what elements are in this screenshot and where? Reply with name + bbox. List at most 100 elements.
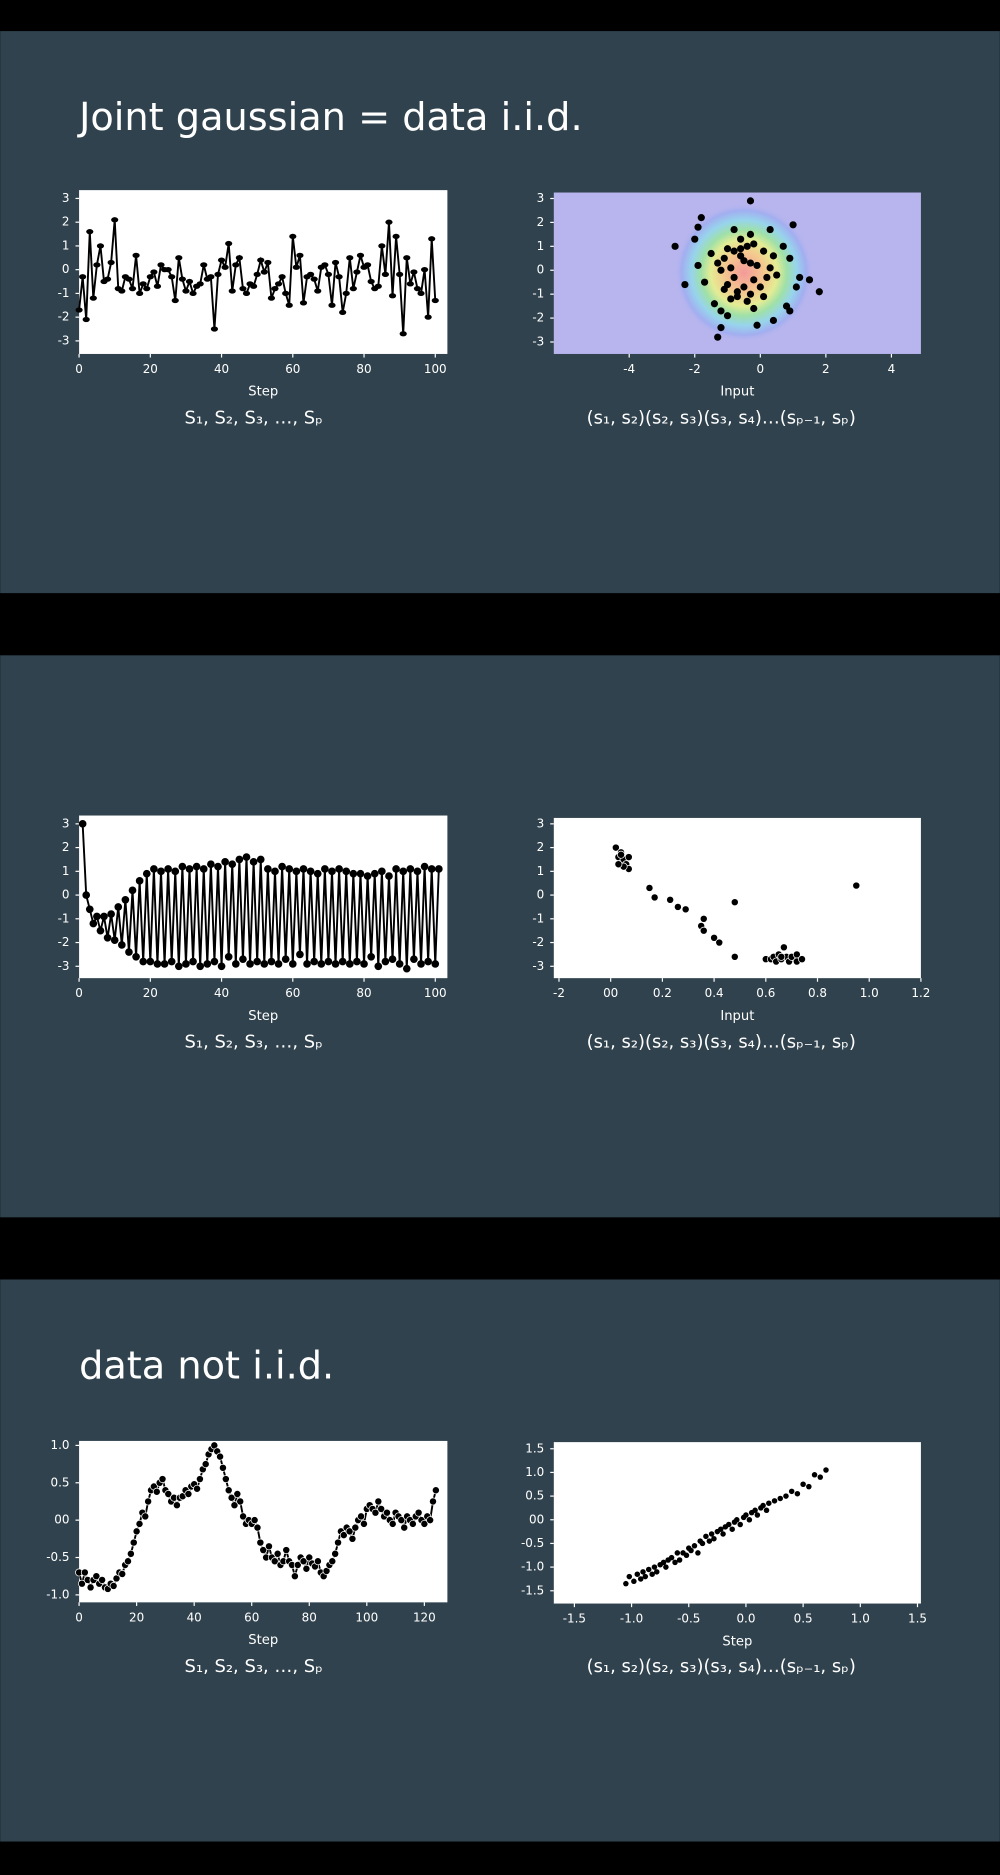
marker — [688, 1547, 694, 1554]
y-tick-label: 0.5 — [51, 1475, 70, 1489]
marker — [324, 957, 333, 966]
x-tick-label: 1.5 — [908, 1612, 927, 1626]
marker — [172, 1501, 181, 1510]
marker — [378, 243, 386, 249]
y-tick-label: 1.0 — [525, 1465, 544, 1479]
marker — [239, 955, 247, 963]
marker — [256, 1538, 265, 1547]
marker — [203, 960, 212, 968]
marker — [228, 288, 236, 294]
marker — [289, 233, 297, 240]
marker — [306, 867, 315, 876]
marker — [420, 862, 429, 871]
marker — [759, 247, 768, 255]
marker — [753, 261, 761, 270]
marker — [317, 960, 326, 968]
marker — [403, 255, 411, 261]
y-tick-label: -1.0 — [46, 1587, 69, 1601]
marker — [210, 326, 219, 332]
marker — [150, 269, 158, 275]
marker — [335, 865, 343, 873]
x-tick-label: 80 — [302, 1610, 317, 1624]
marker — [249, 857, 258, 866]
marker — [178, 862, 187, 871]
marker — [699, 914, 708, 923]
x-tick-label: 0.2 — [653, 986, 672, 1000]
marker — [668, 1554, 675, 1561]
marker — [230, 1501, 239, 1510]
marker — [78, 1579, 86, 1588]
marker — [158, 1475, 167, 1483]
marker — [152, 1487, 161, 1496]
marker — [345, 960, 354, 968]
marker — [103, 276, 112, 282]
marker — [345, 1527, 354, 1536]
marker — [290, 1572, 299, 1581]
marker — [737, 235, 745, 243]
marker — [259, 1546, 268, 1554]
marker — [408, 1519, 417, 1528]
marker — [273, 1549, 282, 1558]
marker — [132, 1527, 141, 1536]
marker — [720, 254, 728, 262]
marker — [225, 240, 233, 247]
marker — [406, 281, 414, 287]
marker — [217, 257, 226, 263]
marker — [792, 283, 800, 291]
marker — [107, 910, 115, 918]
marker — [129, 1538, 138, 1547]
marker — [427, 865, 436, 873]
marker — [729, 1526, 735, 1532]
marker — [428, 236, 436, 242]
marker — [231, 960, 240, 968]
marker — [114, 903, 123, 911]
y-tick-label: 3 — [537, 816, 545, 830]
marker — [100, 912, 108, 921]
marker — [645, 884, 654, 892]
marker — [331, 259, 340, 266]
marker — [711, 1535, 717, 1542]
marker — [718, 1526, 724, 1532]
y-tick-label: 0 — [62, 888, 70, 902]
marker — [717, 266, 725, 274]
marker — [207, 860, 215, 869]
marker — [242, 290, 251, 297]
marker — [699, 1540, 706, 1547]
marker — [651, 1564, 658, 1570]
marker — [383, 1508, 391, 1517]
x-tick-label: 0 — [75, 362, 83, 376]
marker — [250, 283, 258, 289]
marker — [777, 1495, 784, 1502]
x-tick-label: 0.4 — [705, 986, 724, 1000]
marker — [714, 333, 722, 341]
marker — [637, 1576, 644, 1582]
marker — [307, 271, 315, 278]
x-tick-label: 40 — [214, 986, 229, 1000]
marker — [285, 302, 293, 308]
marker — [723, 312, 732, 320]
marker — [136, 290, 144, 297]
marker — [342, 290, 350, 297]
marker — [270, 1557, 279, 1566]
marker — [734, 1517, 740, 1523]
marker — [852, 881, 861, 890]
marker — [431, 1486, 440, 1495]
marker — [310, 276, 318, 282]
marker — [125, 276, 133, 282]
marker — [199, 865, 208, 873]
marker — [331, 1549, 340, 1558]
plot-area — [553, 1442, 921, 1604]
marker — [642, 1573, 649, 1580]
marker — [339, 1531, 348, 1540]
marker — [708, 1531, 715, 1537]
marker — [79, 274, 87, 280]
marker — [699, 926, 708, 935]
marker — [235, 855, 244, 864]
y-tick-label: 2 — [537, 840, 545, 854]
marker — [353, 957, 361, 966]
marker — [743, 1512, 749, 1518]
marker — [763, 273, 771, 282]
marker — [302, 1564, 311, 1573]
y-tick-label: 1.5 — [525, 1441, 544, 1455]
marker — [760, 1502, 766, 1509]
